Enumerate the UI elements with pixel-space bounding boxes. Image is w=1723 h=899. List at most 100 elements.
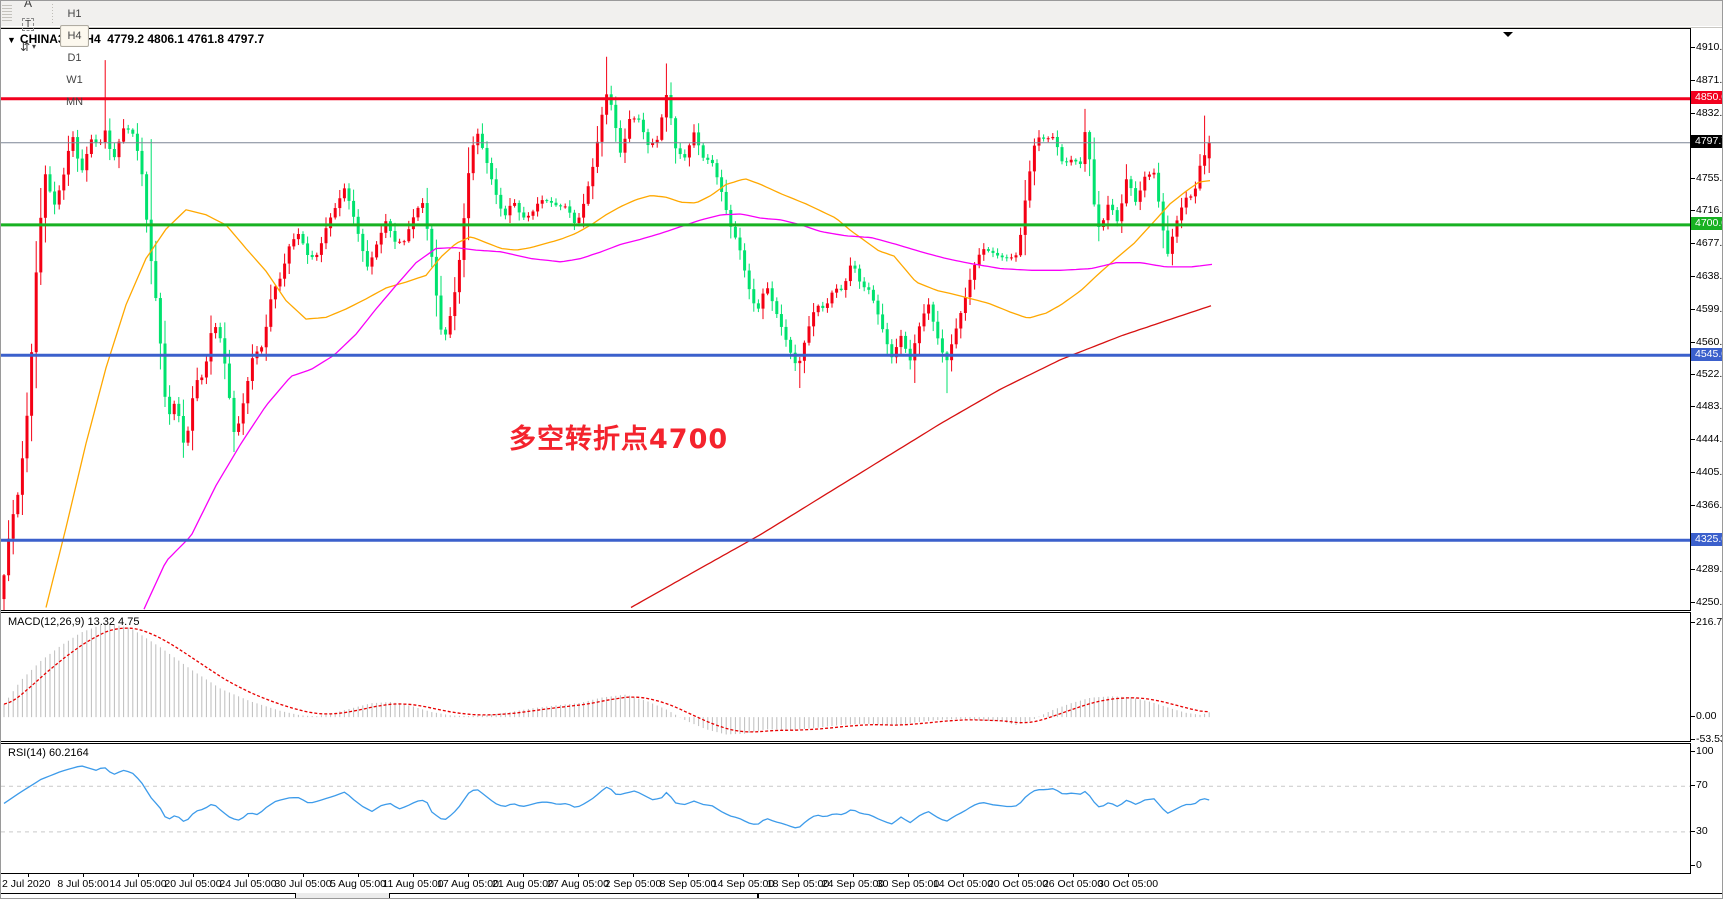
chart-tab-segment[interactable] (758, 893, 1723, 899)
chart-shift-marker[interactable] (1503, 32, 1513, 37)
text-label-icon-button[interactable]: A (13, 0, 43, 14)
date-tick-mark (963, 874, 964, 877)
axis-tick-mark (1691, 210, 1695, 212)
date-tick-label: 14 Oct 05:00 (932, 878, 994, 890)
text-label-icon: A (23, 0, 32, 10)
text-box-icon-button[interactable]: T (13, 14, 43, 36)
chart-tab-segment[interactable] (0, 893, 296, 899)
timeframe-h1-button[interactable]: H1 (67, 7, 82, 20)
date-tick-label: 18 Sep 05:00 (766, 878, 830, 890)
rsi-indicator-pane[interactable]: RSI(14) 60.2164 (0, 743, 1691, 874)
date-tick-mark (468, 874, 469, 877)
axis-tick-mark (1691, 47, 1695, 49)
date-tick-mark (1073, 874, 1074, 877)
ohlc-open: 4779.2 (107, 32, 144, 46)
axis-tick-mark (1691, 308, 1695, 310)
axis-tick-label: 4560.0 (1696, 335, 1723, 348)
dropdown-caret-icon[interactable]: ▾ (32, 42, 37, 51)
axis-tick-mark (1691, 373, 1695, 375)
axis-tick-mark (1691, 865, 1695, 867)
date-tick-mark (688, 874, 689, 877)
axis-tick-mark (1691, 243, 1695, 245)
axis-tick-label: 4250.0 (1696, 596, 1723, 609)
axis-tick-label: 4832.0 (1696, 106, 1723, 119)
price-chart-pane[interactable]: ▼CHINA300-,H4 4779.2 4806.1 4761.8 4797.… (0, 28, 1691, 611)
timeframe-d1-button[interactable]: D1 (67, 51, 82, 64)
date-tick-label: 27 Aug 05:00 (547, 878, 609, 890)
date-tick-mark (28, 874, 29, 877)
toolbar-separator (50, 3, 55, 24)
cycle-arrows-icon-button[interactable]: ⇵ ▾ (13, 36, 43, 58)
axis-tick-label: 4638.0 (1696, 270, 1723, 283)
ohlc-low: 4761.8 (187, 32, 225, 46)
macd-tick-label: 0.00 (1696, 710, 1717, 723)
date-tick-label: 20 Jul 05:00 (164, 878, 222, 890)
date-tick-mark (248, 874, 249, 877)
date-tick-mark (798, 874, 799, 877)
timeframe-mn-button[interactable]: MN (65, 95, 84, 108)
axis-tick-mark (1691, 785, 1695, 787)
axis-tick-mark (1691, 716, 1695, 718)
date-tick-mark (908, 874, 909, 877)
date-tick-mark (358, 874, 359, 877)
rsi-label: RSI(14) 60.2164 (8, 747, 89, 759)
date-tick-label: 24 Sep 05:00 (821, 878, 885, 890)
timeframe-w1-button[interactable]: W1 (66, 73, 83, 86)
date-tick-label: 17 Aug 05:00 (437, 878, 499, 890)
macd-tick-label: 216.78 (1696, 616, 1723, 629)
macd-indicator-pane[interactable]: MACD(12,26,9) 13.32 4.75 (0, 612, 1691, 742)
date-tick-mark (743, 874, 744, 877)
date-tick-label: 24 Jul 05:00 (219, 878, 277, 890)
toolbar-grip[interactable] (2, 4, 12, 23)
price-axis[interactable]: 4910.0 4871.0 4832.0 4755.0 4716.0 4677.0 4638… (1691, 28, 1723, 874)
axis-tick-mark (1691, 439, 1695, 441)
date-tick-label: 2 Sep 05:00 (604, 878, 662, 890)
chart-title: ▼CHINA300-,H4 4779.2 4806.1 4761.8 4797.… (7, 32, 264, 46)
macd-chart[interactable] (1, 613, 1690, 741)
toolbar: FAT⇵▾ M1M5M15M30H1H4D1W1MN (0, 0, 1723, 108)
price-level-badge: 4545.0 (1691, 347, 1723, 361)
timeframe-h4-button[interactable]: H4 (60, 24, 89, 47)
axis-tick-mark (1691, 80, 1695, 82)
macd-tick-label: -53.53 (1696, 733, 1723, 746)
axis-tick-mark (1691, 569, 1695, 571)
date-tick-label: 20 Oct 05:00 (987, 878, 1049, 890)
date-tick-label: 26 Oct 05:00 (1042, 878, 1104, 890)
date-tick-label: 5 Aug 05:00 (329, 878, 387, 890)
rsi-chart[interactable] (1, 744, 1690, 873)
axis-tick-mark (1691, 406, 1695, 408)
date-tick-label: 8 Jul 05:00 (57, 878, 109, 890)
rsi-tick-label: 0 (1696, 859, 1702, 872)
date-tick-label: 8 Sep 05:00 (659, 878, 717, 890)
date-tick-label: 30 Sep 05:00 (876, 878, 940, 890)
date-tick-mark (633, 874, 634, 877)
rsi-tick-label: 100 (1696, 744, 1714, 757)
candlestick-chart[interactable] (1, 29, 1690, 610)
date-tick-mark (853, 874, 854, 877)
axis-tick-mark (1691, 112, 1695, 114)
text-box-icon: T (21, 18, 35, 31)
date-tick-mark (413, 874, 414, 877)
axis-tick-mark (1691, 622, 1695, 624)
axis-tick-label: 4755.0 (1696, 171, 1723, 184)
symbol-dropdown-icon[interactable]: ▼ (7, 35, 16, 45)
axis-tick-mark (1691, 739, 1695, 741)
date-tick-label: 14 Jul 05:00 (109, 878, 167, 890)
axis-tick-mark (1691, 341, 1695, 343)
date-tick-mark (83, 874, 84, 877)
axis-tick-mark (1691, 276, 1695, 278)
date-axis[interactable]: 2 Jul 2020 8 Jul 05:00 14 Jul 05:00 20 Jul … (0, 874, 1691, 893)
axis-tick-mark (1691, 750, 1695, 752)
axis-tick-mark (1691, 471, 1695, 473)
ohlc-high: 4806.1 (147, 32, 185, 46)
date-tick-label: 30 Jul 05:00 (274, 878, 332, 890)
date-tick-mark (1018, 874, 1019, 877)
ohlc-close: 4797.7 (227, 32, 265, 46)
axis-tick-label: 4366.0 (1696, 498, 1723, 511)
axis-tick-label: 4289.0 (1696, 563, 1723, 576)
price-level-badge: 4797.7 (1691, 135, 1723, 149)
date-tick-label: 21 Aug 05:00 (492, 878, 554, 890)
date-tick-mark (523, 874, 524, 877)
axis-tick-mark (1691, 602, 1695, 604)
chart-tab-segment[interactable] (389, 893, 758, 899)
